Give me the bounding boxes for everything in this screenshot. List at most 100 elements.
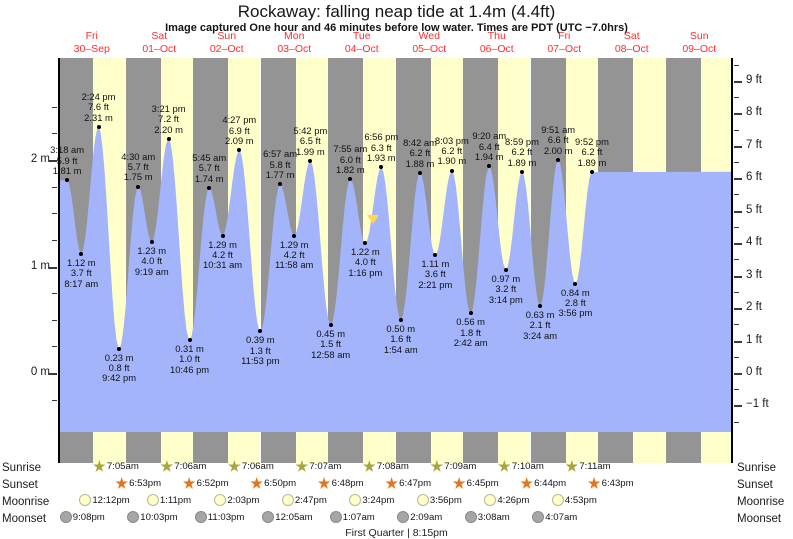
tide-extreme-dot (79, 251, 84, 256)
sunrise-time: 7:08am (376, 461, 409, 472)
tide-extreme-dot (589, 169, 594, 174)
tide-extreme-label-high: 3:21 pm 7.2 ft 2.20 m (124, 103, 214, 135)
tide-label-line-1: 8:42 am (403, 136, 437, 148)
moonrise-time: 3:24pm (362, 494, 395, 506)
moonrise-event: 1:11pm (146, 494, 192, 506)
tide-label-line-2: 3.7 ft (70, 267, 92, 279)
right-minor-tick (734, 291, 739, 293)
tide-label-line-3: 9:42 pm (102, 372, 137, 384)
tide-label-line-1: 1.12 m (66, 256, 96, 268)
day-header-8: Fri 07–Oct (524, 30, 604, 56)
tide-extreme-dot (220, 233, 225, 238)
tide-plot[interactable] (58, 58, 733, 463)
tide-extreme-dot (363, 241, 368, 246)
moonset-event: 10:03pm (127, 511, 178, 523)
tide-extreme-label-low: 0.45 m 1.5 ft 12:58 am (286, 328, 376, 360)
tide-label-line-3: 3:24 am (523, 329, 558, 341)
tide-extreme-dot (96, 124, 101, 129)
sunset-time: 6:52pm (196, 478, 229, 489)
tide-extreme-label-high: 5:45 am 5.7 ft 1.74 m (164, 152, 254, 184)
day-header-date: 09–Oct (682, 43, 717, 55)
tide-label-line-1: 8:59 pm (505, 135, 539, 147)
right-major-tick (734, 340, 742, 343)
right-major-tick (734, 373, 742, 375)
moonset-time: 3:08am (477, 511, 510, 523)
moonrise-row-label-right: Moonrise (737, 496, 785, 508)
day-header-dow: Sat (623, 30, 640, 42)
moonrise-time: 2:03pm (227, 494, 260, 506)
sunrise-event: 7:06am (228, 460, 274, 473)
sunrise-event: 7:09am (430, 460, 476, 473)
right-axis-label: 3 ft (746, 268, 762, 281)
moonrise-time: 1:11pm (159, 494, 192, 506)
left-axis-label: 0 m (30, 366, 50, 378)
tide-extreme-label-low: 0.23 m 0.8 ft 9:42 pm (74, 352, 164, 384)
tide-label-line-2: 6.2 ft (409, 147, 431, 159)
tide-extreme-label-high: 9:51 am 6.6 ft 2.00 m (513, 124, 603, 156)
moonrise-icon (281, 494, 294, 506)
tide-label-line-3: 1.88 m (405, 157, 435, 169)
tide-label-line-2: 6.2 ft (511, 146, 533, 158)
tide-label-line-3: 1.81 m (52, 165, 82, 177)
tide-extreme-dot (117, 346, 122, 351)
moonrise-time: 2:47pm (294, 494, 327, 506)
left-minor-tick (52, 106, 57, 108)
moonset-event: 4:07am (532, 511, 577, 523)
tide-label-line-3: 8:17 am (64, 277, 99, 289)
day-header-dow: Sun (689, 30, 709, 42)
tide-label-line-1: 4:27 pm (222, 114, 257, 126)
tide-label-line-1: 9:20 am (472, 130, 507, 142)
tide-extreme-label-high: 8:59 pm 6.2 ft 1.89 m (477, 135, 567, 168)
tide-extreme-dot (418, 170, 422, 175)
tide-extreme-label-low: 1.12 m 3.7 ft 8:17 am (36, 256, 126, 289)
tide-label-line-3: 3:14 pm (488, 293, 523, 305)
moonset-time: 4:07am (545, 511, 578, 523)
tide-extreme-dot (278, 182, 283, 187)
sunrise-time: 7:09am (444, 461, 477, 472)
tide-label-line-2: 1.8 ft (460, 326, 482, 338)
right-axis-label: 8 ft (746, 106, 762, 119)
right-major-tick (734, 308, 742, 311)
left-minor-tick (52, 346, 57, 348)
tide-label-line-3: 1.93 m (366, 152, 396, 164)
tide-label-line-2: 6.3 ft (370, 141, 392, 153)
moonset-event: 9:08pm (59, 511, 105, 523)
moonset-time: 9:08pm (72, 511, 105, 523)
moonset-time: 11:03pm (207, 511, 245, 523)
tide-label-line-2: 1.3 ft (249, 344, 271, 356)
sunrise-event: 7:10am (498, 460, 544, 473)
day-header-date: 04–Oct (344, 43, 379, 55)
tide-label-line-1: 0.50 m (386, 322, 416, 334)
moonrise-event: 4:26pm (484, 494, 529, 506)
tide-label-line-3: 11:53 pm (241, 355, 280, 367)
moonrise-icon (551, 494, 564, 506)
tide-extreme-label-low: 0.56 m 1.8 ft 2:42 am (426, 316, 516, 348)
day-header-date: 07–Oct (547, 43, 582, 55)
tide-extreme-dot (258, 329, 263, 334)
moonset-time: 12:05am (275, 511, 313, 523)
tide-label-line-2: 0.8 ft (108, 361, 130, 373)
moonset-event: 11:03pm (194, 511, 245, 523)
moonset-event: 3:08am (464, 511, 510, 523)
sunrise-time: 7:07am (309, 461, 342, 472)
tide-extreme-label-high: 4:30 am 5.7 ft 1.75 m (93, 151, 183, 183)
sunset-time: 6:44pm (534, 478, 567, 489)
sunrise-event: 7:11am (565, 460, 611, 473)
tide-label-line-3: 1.77 m (265, 169, 295, 181)
tide-extreme-dot (556, 158, 561, 162)
moonrise-icon (146, 494, 159, 506)
sunset-event: 6:48pm (317, 477, 364, 490)
sunset-star-icon (250, 477, 263, 489)
day-header-3: Sun 02–Oct (187, 30, 267, 56)
tide-label-line-1: 9:52 pm (575, 135, 609, 147)
sunset-event: 6:52pm (182, 477, 229, 490)
tide-label-line-2: 3.2 ft (495, 283, 517, 295)
tide-label-line-2: 2.1 ft (529, 319, 551, 331)
tide-label-line-2: 6.5 ft (299, 135, 321, 147)
tide-label-line-1: 5:42 pm (293, 125, 328, 137)
sunrise-event: 7:06am (160, 460, 206, 473)
day-header-9: Sat 08–Oct (592, 30, 672, 56)
tide-label-line-3: 3:56 pm (558, 307, 593, 319)
tide-label-line-2: 6.2 ft (441, 145, 463, 157)
left-minor-tick (52, 186, 57, 188)
